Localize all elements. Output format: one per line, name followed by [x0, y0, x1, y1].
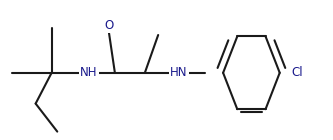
Text: NH: NH	[80, 66, 98, 79]
Text: Cl: Cl	[291, 66, 303, 79]
Text: HN: HN	[170, 66, 187, 79]
Text: O: O	[104, 19, 114, 32]
